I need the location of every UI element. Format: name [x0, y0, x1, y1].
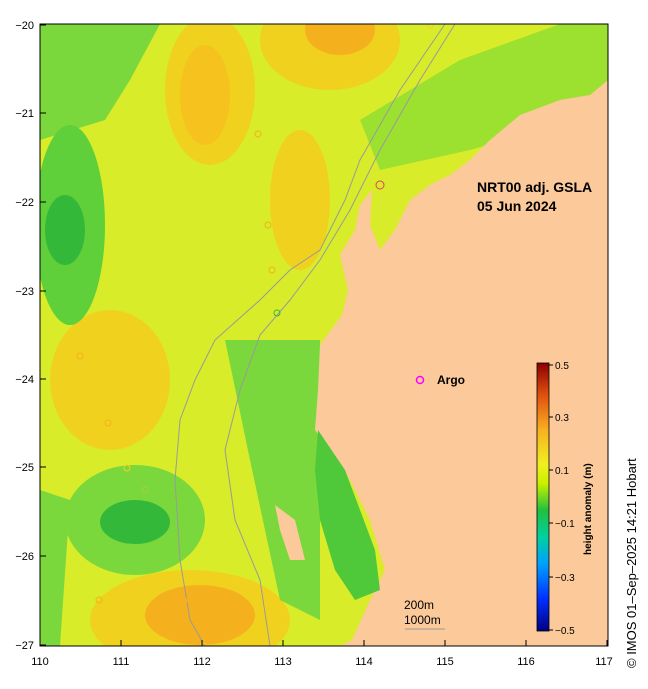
y-tick-label: −20 — [15, 20, 34, 32]
colorbar-tick: 0.5 — [555, 361, 569, 372]
colorbar-tick: −0.5 — [555, 626, 575, 637]
colorbar-tick: 0.1 — [555, 466, 569, 477]
contour-1000m — [224, 24, 456, 646]
argo-markers — [76, 24, 434, 646]
y-tick-label: −25 — [15, 462, 34, 474]
colorbar-tick: −0.1 — [555, 519, 575, 530]
x-tick-label: 113 — [274, 656, 292, 668]
map-date: 05 Jun 2024 — [477, 198, 557, 214]
x-tick-label: 114 — [355, 656, 373, 668]
shark-bay-land — [275, 505, 305, 560]
shark-bay-water — [315, 430, 380, 600]
colorbar-title: height anomaly (m) — [583, 463, 594, 555]
contour-200m — [174, 24, 446, 646]
x-tick-label: 115 — [436, 656, 454, 668]
argo-legend-icon — [415, 375, 425, 385]
y-tick-label: −27 — [15, 640, 34, 652]
x-axis: 110 111 112 113 114 115 116 117 — [31, 640, 613, 668]
y-tick-label: −21 — [15, 108, 34, 120]
y-axis: −20 −21 −22 −23 −24 −25 −26 −27 — [15, 20, 46, 652]
x-tick-label: 116 — [517, 656, 535, 668]
map-title: NRT00 adj. GSLA — [477, 179, 592, 195]
depth-label-200m: 200m — [404, 598, 434, 612]
colorbar-tick: 0.3 — [555, 413, 569, 424]
argo-legend-label: Argo — [437, 373, 465, 387]
depth-label-1000m: 1000m — [404, 613, 441, 627]
credit-text: © IMOS 01–Sep–2025 14:21 Hobart — [624, 458, 639, 668]
y-tick-label: −23 — [15, 286, 34, 298]
sea-level-field — [40, 24, 608, 646]
y-tick-label: −26 — [15, 551, 34, 563]
y-tick-label: −24 — [15, 374, 34, 386]
x-tick-label: 117 — [595, 656, 613, 668]
x-tick-label: 111 — [113, 656, 130, 668]
land-mass — [315, 80, 608, 646]
x-tick-label: 110 — [31, 656, 49, 668]
colorbar: 0.5 0.3 0.1 −0.1 −0.3 −0.5 height anomal… — [536, 361, 594, 637]
plot-frame — [39, 23, 609, 647]
x-tick-label: 112 — [193, 656, 211, 668]
y-tick-label: −22 — [15, 197, 34, 209]
colorbar-tick: −0.3 — [555, 573, 575, 584]
